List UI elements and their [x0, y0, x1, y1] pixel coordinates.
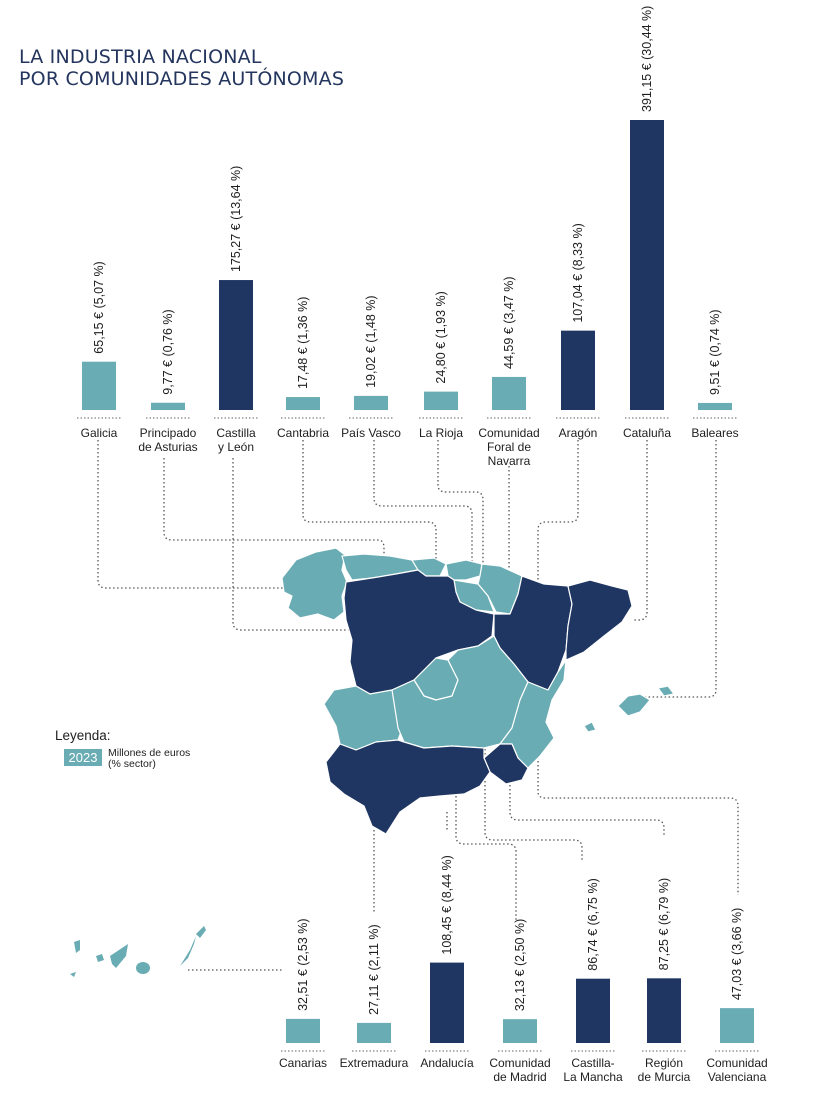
value-label-cantabria: 17,48 € (1,36 %): [296, 297, 310, 389]
bar-canarias: [286, 1018, 320, 1043]
value-label-aragón: 107,04 € (8,33 %): [571, 223, 585, 322]
category-label-país-vasco: País Vasco: [341, 426, 401, 440]
value-label-extremadura: 27,11 € (2,11 %): [367, 924, 381, 1015]
bar-comunidad-valenciana: [720, 1008, 754, 1043]
bars-layer: 65,15 € (5,07 %) Galicia 9,77 € (0,76 %) Pr…: [77, 6, 768, 1084]
chart-title: LA INDUSTRIA NACIONAL POR COMUNIDADES AU…: [19, 46, 344, 90]
region-navarra: [477, 563, 523, 615]
connector-castilla-leon: [232, 458, 368, 631]
value-label-baleares: 9,51 € (0,74 %): [708, 309, 722, 394]
category-label-canarias: Canarias: [279, 1056, 327, 1070]
title-line-1: LA INDUSTRIA NACIONAL: [19, 46, 262, 68]
region-andalucia: [325, 739, 491, 835]
category-label-baleares: Baleares: [691, 426, 738, 440]
bar-extremadura: [357, 1022, 391, 1043]
category-label-cataluña: Cataluña: [623, 426, 671, 440]
value-label-comunidad-de-madrid: 32,13 € (2,50 %): [513, 919, 527, 1011]
category-label-galicia: Galicia: [81, 426, 118, 440]
connector-aragon: [537, 440, 579, 592]
region-baleares: [583, 685, 675, 733]
connector-cataluna: [634, 440, 648, 621]
category-label-comunidad-de-madrid: de Madrid: [493, 1070, 546, 1084]
value-label-comunidad-valenciana: 47,03 € (3,66 %): [730, 908, 744, 1000]
region-valenciana: [499, 659, 567, 769]
bar-la-rioja: [424, 391, 458, 410]
value-label-galicia: 65,15 € (5,07 %): [92, 261, 106, 353]
value-label-país-vasco: 19,02 € (1,48 %): [364, 295, 378, 387]
legend-description-line-2: (% sector): [108, 758, 156, 770]
spain-map: [70, 547, 675, 977]
category-label-comunidad-valenciana: Comunidad: [706, 1056, 767, 1070]
region-canarias: [70, 926, 206, 977]
value-label-canarias: 32,51 € (2,53 %): [296, 918, 310, 1010]
category-label-comunidad-foral-de-navarra: Navarra: [488, 454, 531, 468]
bar-castilla-y-león: [219, 280, 253, 410]
region-cataluna: [565, 579, 633, 661]
bar-cantabria: [286, 397, 320, 410]
category-label-la-rioja: La Rioja: [419, 426, 463, 440]
region-pais-vasco: [445, 559, 483, 581]
category-label-región-de-murcia: de Murcia: [638, 1070, 691, 1084]
bar-cataluña: [630, 120, 664, 410]
bar-andalucía: [430, 962, 464, 1043]
category-label-cantabria: Cantabria: [277, 426, 329, 440]
connector-pais-vasco: [373, 440, 473, 575]
connector-clm: [484, 705, 583, 860]
title-line-2: POR COMUNIDADES AUTÓNOMAS: [19, 68, 345, 90]
region-castilla-leon: [343, 569, 495, 695]
connector-valenciana: [537, 725, 739, 895]
connector-galicia: [97, 440, 308, 589]
category-label-castilla-y-león: Castilla: [216, 426, 256, 440]
region-galicia: [281, 547, 348, 621]
value-label-castilla-la-mancha: 86,74 € (6,75 %): [586, 878, 600, 970]
bar-principado-de-asturias: [151, 402, 185, 410]
connector-baleares: [640, 440, 717, 698]
connector-cantabria: [302, 440, 437, 560]
category-label-castilla-y-león: y León: [218, 440, 254, 454]
legend-year-badge: 2023: [64, 749, 102, 766]
bar-comunidad-foral-de-navarra: [492, 376, 526, 410]
bar-castilla-la-mancha: [576, 978, 610, 1043]
value-label-cataluña: 391,15 € (30,44 %): [640, 6, 654, 112]
category-label-andalucía: Andalucía: [420, 1056, 474, 1070]
value-label-principado-de-asturias: 9,77 € (0,76 %): [161, 309, 175, 394]
category-label-principado-de-asturias: de Asturias: [138, 440, 197, 454]
connector-lines: [97, 440, 739, 971]
value-label-región-de-murcia: 87,25 € (6,79 %): [657, 878, 671, 970]
connector-asturias: [163, 458, 385, 566]
category-label-castilla-la-mancha: Castilla-: [571, 1056, 614, 1070]
category-label-principado-de-asturias: Principado: [140, 426, 197, 440]
legend-title: Leyenda:: [55, 728, 111, 743]
bar-región-de-murcia: [647, 978, 681, 1043]
value-label-la-rioja: 24,80 € (1,93 %): [434, 291, 448, 383]
category-label-aragón: Aragón: [559, 426, 598, 440]
legend-description: Millones de euros (% sector): [108, 748, 228, 770]
category-label-comunidad-foral-de-navarra: Foral de: [487, 440, 531, 454]
category-label-comunidad-foral-de-navarra: Comunidad: [478, 426, 539, 440]
bar-país-vasco: [354, 395, 388, 410]
value-label-castilla-y-león: 175,27 € (13,64 %): [229, 166, 243, 272]
category-label-región-de-murcia: Región: [645, 1056, 683, 1070]
connector-murcia: [509, 785, 665, 835]
legend-description-line-1: Millones de euros: [108, 747, 191, 759]
category-label-comunidad-de-madrid: Comunidad: [489, 1056, 550, 1070]
value-label-andalucía: 108,45 € (8,44 %): [440, 855, 454, 954]
bar-comunidad-de-madrid: [503, 1019, 537, 1043]
category-label-extremadura: Extremadura: [340, 1056, 409, 1070]
category-label-comunidad-valenciana: Valenciana: [708, 1070, 767, 1084]
category-label-castilla-la-mancha: La Mancha: [563, 1070, 623, 1084]
bar-galicia: [82, 361, 116, 410]
value-label-comunidad-foral-de-navarra: 44,59 € (3,47 %): [502, 277, 516, 369]
bar-aragón: [561, 330, 595, 410]
bar-baleares: [698, 402, 732, 410]
